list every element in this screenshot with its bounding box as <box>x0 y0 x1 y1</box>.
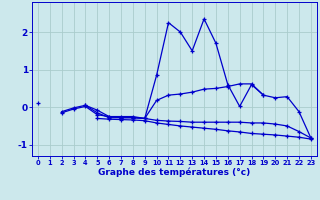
X-axis label: Graphe des températures (°c): Graphe des températures (°c) <box>98 168 251 177</box>
